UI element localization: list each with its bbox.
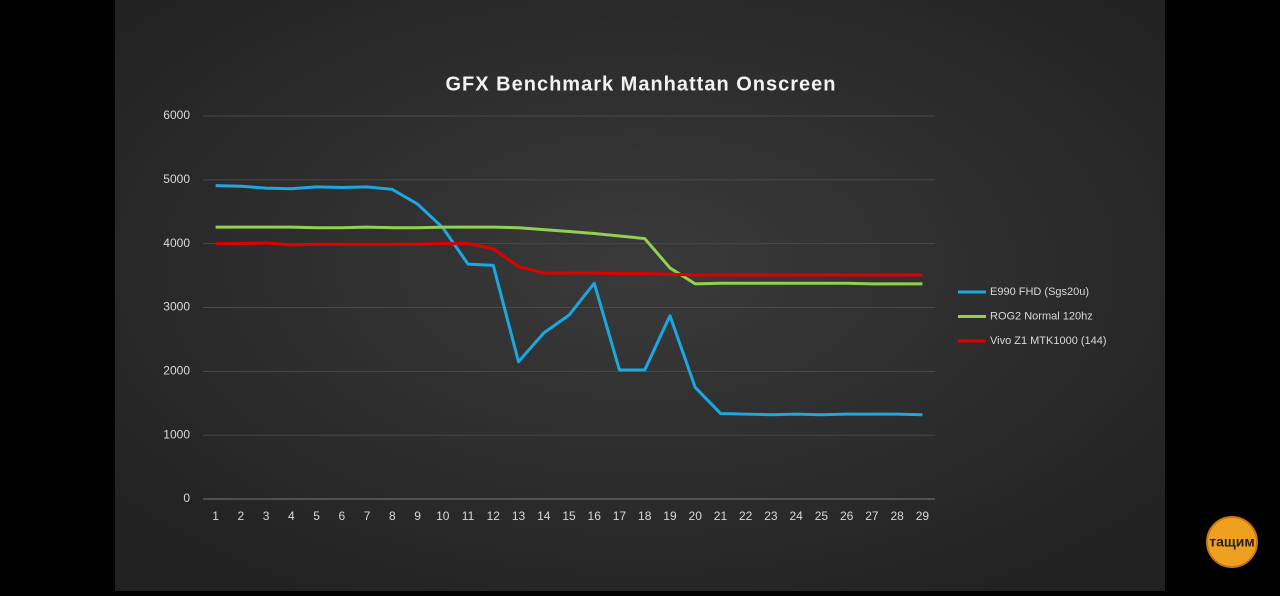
watermark: тащим: [1209, 534, 1254, 550]
series-line: [215, 184, 923, 417]
y-tick-label: 3000: [163, 300, 190, 314]
y-tick-label: 5000: [163, 172, 190, 186]
x-tick-label: 18: [638, 509, 652, 523]
x-tick-label: 6: [338, 509, 345, 523]
x-tick-label: 25: [815, 509, 829, 523]
x-tick-label: 23: [764, 509, 778, 523]
x-tick-label: 5: [313, 509, 320, 523]
x-tick-label: 9: [414, 509, 421, 523]
x-tick-label: 2: [238, 509, 245, 523]
x-tick-label: 15: [562, 509, 576, 523]
x-tick-label: 24: [789, 509, 803, 523]
chart-panel: [115, 0, 1165, 591]
x-tick-label: 12: [487, 509, 501, 523]
series-line: [215, 241, 923, 277]
y-tick-label: 1000: [163, 427, 190, 441]
y-tick-label: 2000: [163, 364, 190, 378]
x-tick-label: 22: [739, 509, 753, 523]
x-tick-label: 19: [663, 509, 677, 523]
x-tick-label: 1: [212, 509, 219, 523]
logo: [1206, 516, 1258, 568]
x-tick-label: 4: [288, 509, 295, 523]
legend-label: Vivo Z1 MTK1000 (144): [990, 335, 1107, 347]
x-tick-label: 3: [263, 509, 270, 523]
x-tick-label: 7: [364, 509, 371, 523]
x-tick-label: 16: [588, 509, 602, 523]
x-tick-label: 29: [916, 509, 930, 523]
legend-label: E990 FHD (Sgs20u): [990, 286, 1089, 298]
x-tick-label: 13: [512, 509, 526, 523]
y-tick-label: 0: [183, 491, 190, 505]
legend-label: ROG2 Normal 120hz: [990, 310, 1093, 322]
series-line: [215, 225, 923, 286]
y-tick-label: 4000: [163, 236, 190, 250]
x-tick-label: 21: [714, 509, 728, 523]
x-tick-label: 26: [840, 509, 854, 523]
x-tick-label: 10: [436, 509, 450, 523]
x-tick-label: 8: [389, 509, 396, 523]
x-tick-label: 17: [613, 509, 627, 523]
x-tick-label: 11: [462, 509, 475, 523]
x-tick-label: 14: [537, 509, 551, 523]
x-tick-label: 27: [865, 509, 879, 523]
chart-title: GFX Benchmark Manhattan Onscreen: [446, 73, 837, 95]
y-tick-label: 6000: [163, 108, 190, 122]
x-tick-label: 20: [689, 509, 703, 523]
x-tick-label: 28: [890, 509, 904, 523]
